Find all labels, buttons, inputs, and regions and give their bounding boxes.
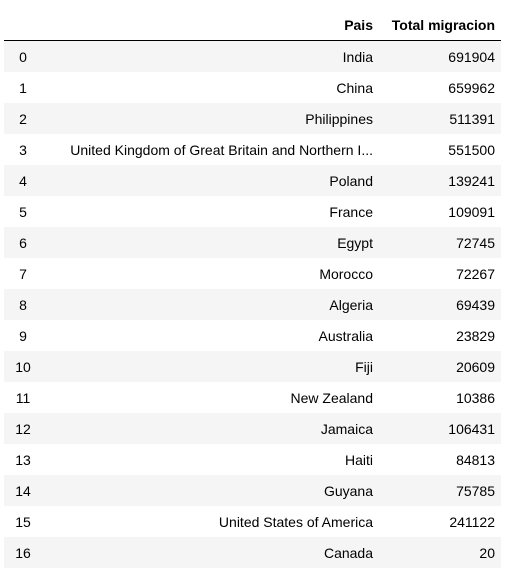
row-index: 12 xyxy=(4,413,42,444)
cell-total-migracion: 72267 xyxy=(379,258,501,289)
row-index: 11 xyxy=(4,382,42,413)
cell-total-migracion: 23829 xyxy=(379,320,501,351)
cell-pais: United Kingdom of Great Britain and Nort… xyxy=(42,134,379,165)
cell-total-migracion: 84813 xyxy=(379,444,501,475)
row-index: 9 xyxy=(4,320,42,351)
row-index: 6 xyxy=(4,227,42,258)
cell-pais: Egypt xyxy=(42,227,379,258)
cell-total-migracion: 551500 xyxy=(379,134,501,165)
table-body: 0 India 691904 1 China 659962 2 Philippines 5113… xyxy=(4,40,501,568)
table-row: 11 New Zealand 10386 xyxy=(4,382,501,413)
table-row: 5 France 109091 xyxy=(4,196,501,227)
cell-total-migracion: 20609 xyxy=(379,351,501,382)
row-index: 13 xyxy=(4,444,42,475)
cell-pais: India xyxy=(42,40,379,72)
table-row: 1 China 659962 xyxy=(4,72,501,103)
table-row: 9 Australia 23829 xyxy=(4,320,501,351)
table-row: 13 Haiti 84813 xyxy=(4,444,501,475)
cell-pais: New Zealand xyxy=(42,382,379,413)
table-row: 7 Morocco 72267 xyxy=(4,258,501,289)
cell-pais: Jamaica xyxy=(42,413,379,444)
cell-pais: Haiti xyxy=(42,444,379,475)
header-index xyxy=(4,10,42,41)
table-row: 10 Fiji 20609 xyxy=(4,351,501,382)
cell-pais: United States of America xyxy=(42,506,379,537)
row-index: 2 xyxy=(4,103,42,134)
row-index: 5 xyxy=(4,196,42,227)
table-row: 15 United States of America 241122 xyxy=(4,506,501,537)
cell-total-migracion: 106431 xyxy=(379,413,501,444)
cell-pais: France xyxy=(42,196,379,227)
cell-pais: Algeria xyxy=(42,289,379,320)
table-row: 14 Guyana 75785 xyxy=(4,475,501,506)
cell-total-migracion: 109091 xyxy=(379,196,501,227)
row-index: 16 xyxy=(4,537,42,568)
header-total-migracion: Total migracion xyxy=(379,10,501,41)
row-index: 0 xyxy=(4,40,42,72)
dataframe-table: Pais Total migracion 0 India 691904 1 China 6… xyxy=(4,10,501,568)
table-header: Pais Total migracion xyxy=(4,10,501,41)
cell-pais: Guyana xyxy=(42,475,379,506)
cell-total-migracion: 241122 xyxy=(379,506,501,537)
row-index: 15 xyxy=(4,506,42,537)
cell-pais: China xyxy=(42,72,379,103)
row-index: 14 xyxy=(4,475,42,506)
cell-total-migracion: 10386 xyxy=(379,382,501,413)
cell-total-migracion: 659962 xyxy=(379,72,501,103)
row-index: 4 xyxy=(4,165,42,196)
table-row: 12 Jamaica 106431 xyxy=(4,413,501,444)
cell-total-migracion: 139241 xyxy=(379,165,501,196)
table-row: 4 Poland 139241 xyxy=(4,165,501,196)
header-pais: Pais xyxy=(42,10,379,41)
cell-pais: Philippines xyxy=(42,103,379,134)
table-row: 2 Philippines 511391 xyxy=(4,103,501,134)
cell-pais: Fiji xyxy=(42,351,379,382)
cell-total-migracion: 69439 xyxy=(379,289,501,320)
cell-total-migracion: 691904 xyxy=(379,40,501,72)
row-index: 8 xyxy=(4,289,42,320)
cell-pais: Australia xyxy=(42,320,379,351)
table-row: 8 Algeria 69439 xyxy=(4,289,501,320)
cell-total-migracion: 20 xyxy=(379,537,501,568)
row-index: 1 xyxy=(4,72,42,103)
cell-total-migracion: 511391 xyxy=(379,103,501,134)
row-index: 10 xyxy=(4,351,42,382)
header-row: Pais Total migracion xyxy=(4,10,501,41)
table-row: 6 Egypt 72745 xyxy=(4,227,501,258)
cell-total-migracion: 75785 xyxy=(379,475,501,506)
table-row: 0 India 691904 xyxy=(4,40,501,72)
table-row: 3 United Kingdom of Great Britain and Nor… xyxy=(4,134,501,165)
cell-pais: Morocco xyxy=(42,258,379,289)
cell-pais: Poland xyxy=(42,165,379,196)
row-index: 7 xyxy=(4,258,42,289)
cell-total-migracion: 72745 xyxy=(379,227,501,258)
table-row: 16 Canada 20 xyxy=(4,537,501,568)
row-index: 3 xyxy=(4,134,42,165)
cell-pais: Canada xyxy=(42,537,379,568)
